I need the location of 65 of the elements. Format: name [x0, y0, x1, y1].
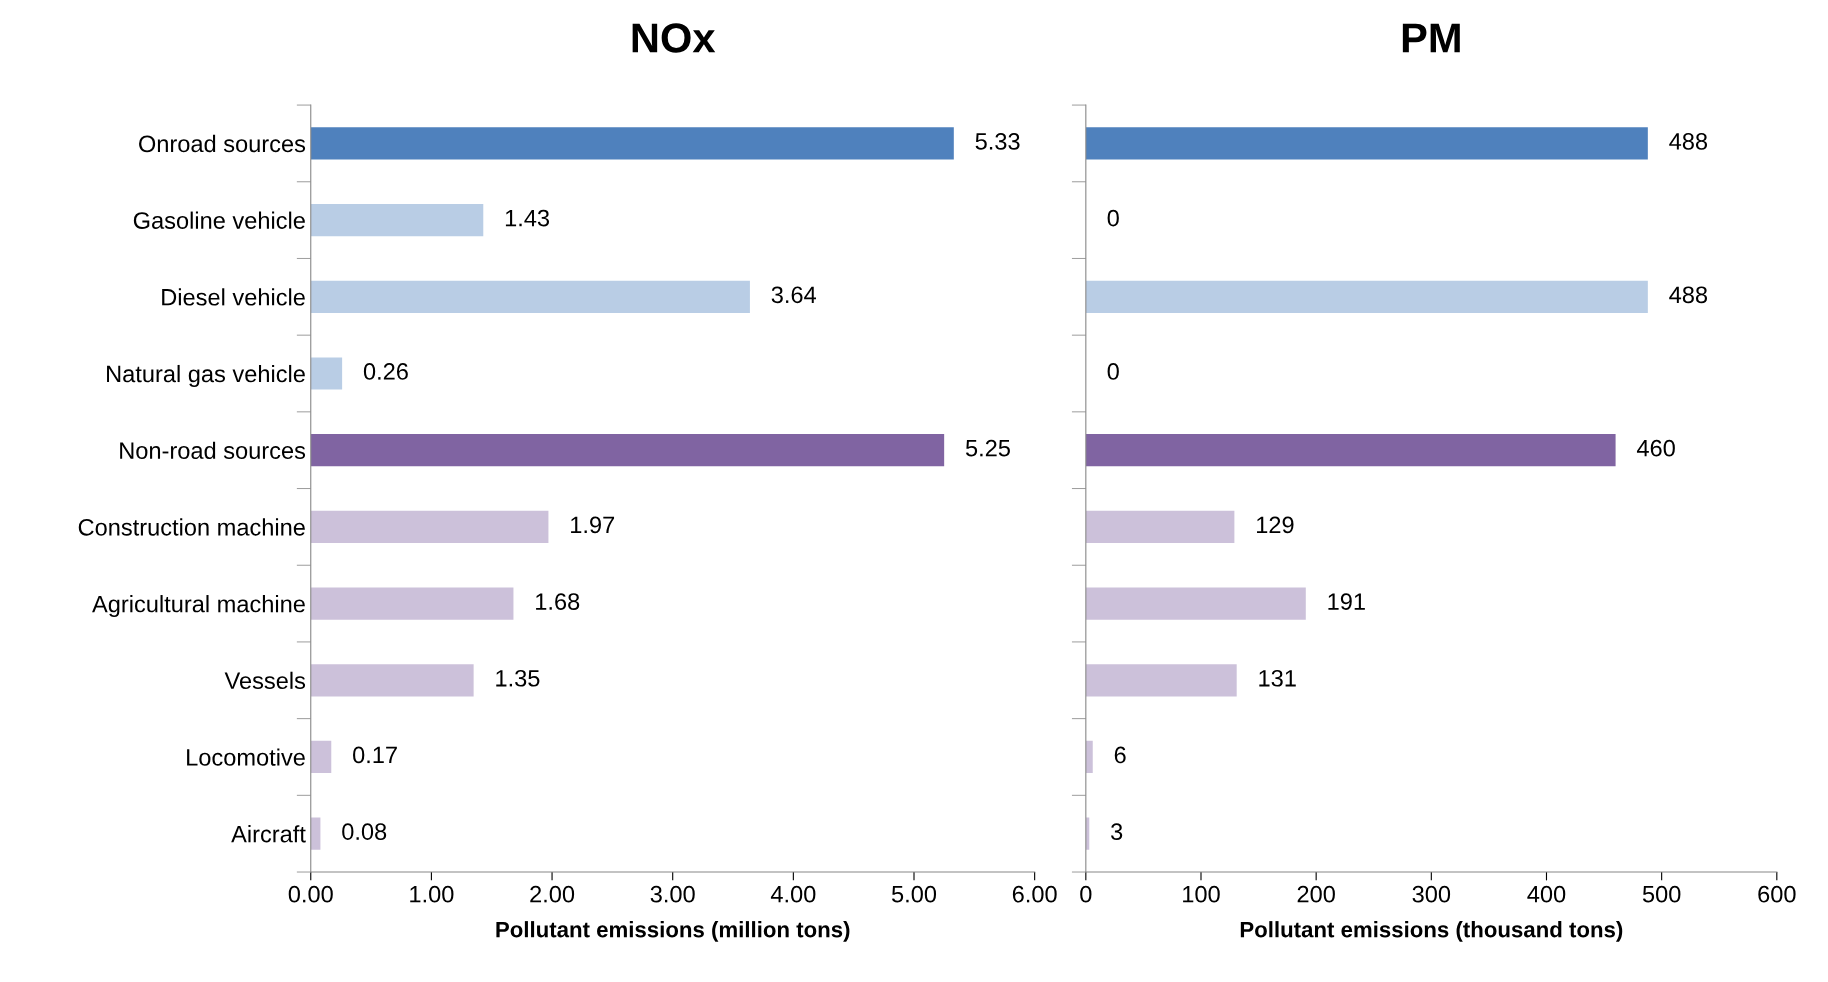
chart-title: PM: [1402, 23, 1460, 53]
x-tick-label: 500: [1642, 885, 1681, 903]
x-tick-label: 2.00: [530, 885, 575, 903]
bar: [310, 434, 945, 467]
bar: [310, 510, 549, 543]
bar: [1085, 127, 1648, 160]
x-tick-label: 0.00: [288, 885, 333, 903]
x-tick-label: 5.00: [891, 885, 937, 903]
bar: [1085, 434, 1616, 467]
data-label: 1.43: [505, 209, 550, 227]
y-tick-label: Natural gas vehicle: [107, 364, 305, 387]
bar: [1085, 280, 1648, 313]
data-label: 0.08: [342, 823, 387, 841]
y-tick-label: Agricultural machine: [92, 595, 305, 618]
x-tick-label: 0: [1080, 885, 1092, 903]
data-label: 131: [1259, 669, 1296, 687]
y-tick-label: Onroad sources: [139, 134, 306, 153]
x-tick-label: 100: [1183, 885, 1220, 903]
data-label: 191: [1328, 593, 1365, 610]
data-label: 3.64: [771, 286, 817, 304]
bar: [310, 280, 750, 313]
data-label: 1.97: [571, 516, 615, 534]
data-label: 0.17: [353, 746, 397, 764]
data-label: 488: [1669, 133, 1708, 150]
data-label: 0.26: [363, 363, 408, 380]
y-tick-label: Construction machine: [78, 518, 305, 536]
data-label: 1.35: [496, 669, 540, 687]
y-tick-label: Locomotive: [187, 748, 305, 766]
data-label: 460: [1636, 439, 1675, 457]
bar: [310, 587, 514, 620]
y-tick-label: Vessels: [224, 671, 306, 690]
x-axis-title: Pollutant emissions (million tons): [496, 921, 850, 942]
x-tick-label: 400: [1527, 885, 1566, 903]
bar: [310, 357, 343, 390]
bar: [1085, 664, 1237, 697]
y-tick-label: Gasoline vehicle: [133, 211, 305, 229]
data-label: 0: [1107, 209, 1119, 227]
x-axis-title: Pollutant emissions (thousand tons): [1240, 921, 1623, 942]
bar: [1085, 587, 1306, 620]
data-label: 5.25: [965, 439, 1010, 457]
bar: [310, 817, 321, 850]
data-label: 3: [1111, 823, 1123, 841]
x-tick-label: 4.00: [770, 885, 816, 903]
data-label: 488: [1669, 286, 1708, 304]
bar: [310, 740, 332, 774]
x-tick-label: 200: [1297, 885, 1335, 903]
data-label: 0: [1107, 363, 1119, 380]
bar: [1085, 740, 1093, 774]
x-tick-label: 1.00: [410, 885, 454, 903]
data-label: 1.68: [536, 593, 580, 610]
bar: [310, 204, 484, 237]
bar: [310, 664, 474, 697]
y-tick-label: Aircraft: [231, 825, 306, 843]
data-label: 129: [1257, 516, 1294, 534]
data-label: 6: [1114, 746, 1126, 764]
x-tick-label: 3.00: [650, 885, 695, 903]
x-tick-label: 300: [1412, 885, 1451, 903]
bar: [310, 127, 954, 160]
x-tick-label: 6.00: [1012, 885, 1057, 903]
chart-title: NOx: [632, 23, 716, 53]
data-label: 5.33: [975, 133, 1020, 150]
x-tick-label: 600: [1758, 885, 1796, 903]
bar: [1085, 510, 1235, 543]
y-tick-label: Diesel vehicle: [162, 288, 305, 306]
y-tick-label: Non-road sources: [120, 441, 306, 459]
